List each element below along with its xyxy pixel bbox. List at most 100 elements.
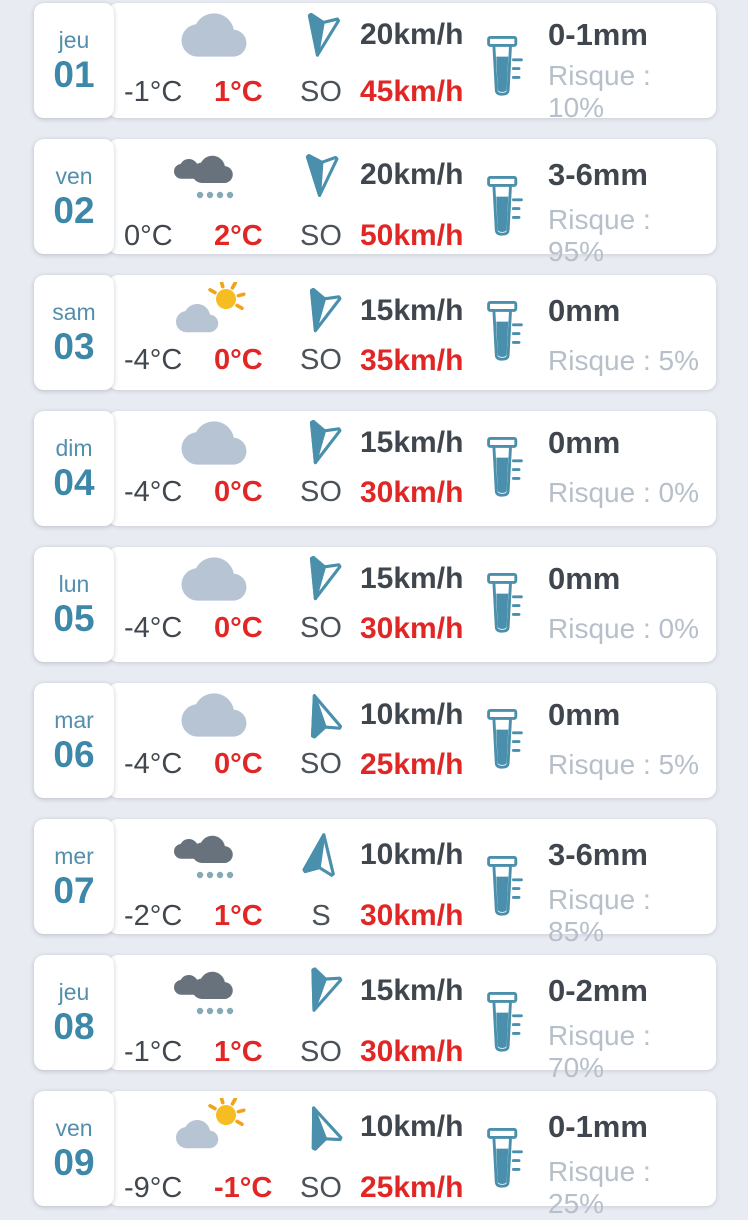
forecast-detail-card[interactable]: -9°C -1°C SO 10km/h 25km/h 0-1mm Risque …: [108, 1091, 716, 1219]
wind-gust-speed: 50km/h: [360, 219, 464, 252]
forecast-row-day-05[interactable]: lun 05 -4°C 0°C SO 15km/h 30km/h 0mm Ris…: [34, 547, 716, 662]
temperature-min: -1°C: [124, 1035, 183, 1068]
precipitation-amount: 0-2mm: [548, 973, 648, 1008]
day-abbreviation: mar: [54, 706, 94, 733]
wind-direction-label: SO: [300, 344, 342, 376]
temperature-min: -4°C: [124, 612, 183, 644]
rain-gauge-icon: [472, 175, 534, 239]
forecast-detail-card[interactable]: -4°C 0°C SO 10km/h 25km/h 0mm Risque : 5…: [108, 683, 716, 798]
day-card[interactable]: jeu 08: [34, 955, 114, 1070]
forecast-row-day-04[interactable]: dim 04 -4°C 0°C SO 15km/h 30km/h 0mm Ris…: [34, 411, 716, 526]
forecast-detail-card[interactable]: -4°C 0°C SO 15km/h 30km/h 0mm Risque : 0…: [108, 547, 716, 662]
wind-direction-label: SO: [300, 476, 342, 508]
temperatures: -4°C 0°C: [124, 344, 292, 377]
precipitation-risk: Risque : 5%: [548, 344, 699, 376]
wind-gust-speed: 25km/h: [360, 1171, 464, 1204]
temperature-min: -1°C: [124, 75, 183, 108]
wind-speed: 10km/h: [360, 1110, 464, 1143]
cloud-icon: [124, 556, 292, 602]
temperature-max: 1°C: [214, 899, 263, 932]
forecast-detail-card[interactable]: -4°C 0°C SO 15km/h 30km/h 0mm Risque : 0…: [108, 411, 716, 526]
rain-gauge-shape: [487, 991, 523, 1052]
wind-direction-label: SO: [300, 219, 342, 252]
temperatures: -4°C 0°C: [124, 612, 292, 645]
day-card[interactable]: mer 07: [34, 819, 114, 934]
rain-gauge-icon: [472, 855, 534, 919]
rain-icon: [124, 146, 292, 204]
wind-direction-arrow-icon: [292, 150, 350, 200]
precipitation-amount: 0mm: [548, 425, 621, 460]
day-abbreviation: sam: [52, 298, 96, 325]
temperatures: -1°C 1°C: [124, 1036, 292, 1069]
temperatures: -4°C 0°C: [124, 748, 292, 781]
forecast-detail-card[interactable]: -1°C 1°C SO 20km/h 45km/h 0-1mm Risque :…: [108, 3, 716, 123]
forecast-row-day-02[interactable]: ven 02 0°C 2°C SO 20km/h 50km/h 3-6mm: [34, 139, 716, 267]
forecast-detail-card[interactable]: 0°C 2°C SO 20km/h 50km/h 3-6mm Risque : …: [108, 139, 716, 267]
precipitation-amount: 0-1mm: [548, 17, 648, 52]
day-number: 03: [53, 325, 95, 367]
forecast-row-day-01[interactable]: jeu 01 -1°C 1°C SO 20km/h 45km/h 0-1mm R…: [34, 3, 716, 123]
day-card[interactable]: ven 02: [34, 139, 114, 254]
wind-speed: 10km/h: [360, 698, 464, 731]
forecast-row-day-06[interactable]: mar 06 -4°C 0°C SO 10km/h 25km/h 0mm Ris…: [34, 683, 716, 798]
rain-icon: [124, 962, 292, 1020]
rain-gauge-icon: [472, 991, 534, 1055]
precipitation-amount: 0mm: [548, 561, 621, 596]
rain-gauge-icon: [472, 436, 534, 500]
rain-gauge-icon: [472, 1127, 534, 1191]
rain-gauge-icon: [472, 708, 534, 772]
precipitation-risk: Risque : 0%: [548, 612, 699, 644]
day-number: 09: [53, 1141, 95, 1183]
wind-gust-speed: 30km/h: [360, 611, 464, 645]
day-number: 06: [53, 733, 95, 775]
rain-cloud-shape: [174, 155, 234, 199]
forecast-row-day-03[interactable]: sam 03 -4°C 0°C SO 15km/h 35km/h 0mm: [34, 275, 716, 390]
precipitation-amount: 3-6mm: [548, 157, 648, 192]
precipitation-risk: Risque : 70%: [548, 1020, 651, 1083]
day-card[interactable]: dim 04: [34, 411, 114, 526]
precipitation-risk: Risque : 0%: [548, 476, 699, 508]
day-card[interactable]: mar 06: [34, 683, 114, 798]
day-card[interactable]: sam 03: [34, 275, 114, 390]
day-number: 01: [53, 53, 95, 95]
day-card[interactable]: jeu 01: [34, 3, 114, 118]
day-number: 08: [53, 1005, 95, 1047]
precipitation-amount: 0mm: [548, 697, 621, 732]
rain-gauge-shape: [487, 35, 523, 96]
wind-speed: 15km/h: [360, 426, 464, 459]
rain-gauge-shape: [487, 855, 523, 916]
forecast-detail-card[interactable]: -4°C 0°C SO 15km/h 35km/h 0mm Risque : 5…: [108, 275, 716, 390]
day-card[interactable]: ven 09: [34, 1091, 114, 1206]
day-abbreviation: jeu: [58, 26, 90, 53]
rain-cloud-shape: [174, 835, 234, 879]
rain-gauge-shape: [487, 572, 523, 633]
wind-direction-arrow-icon: [292, 690, 350, 740]
day-card[interactable]: lun 05: [34, 547, 114, 662]
day-number: 04: [53, 461, 95, 503]
wind-speed: 15km/h: [360, 974, 464, 1007]
wind-speed: 15km/h: [360, 294, 464, 327]
partly-sunny-shape: [176, 282, 246, 333]
wind-speed: 20km/h: [360, 18, 464, 51]
wind-direction-arrow-icon: [292, 830, 350, 880]
partly-sunny-icon: [124, 282, 292, 340]
temperature-min: -4°C: [124, 748, 183, 780]
wind-gust-speed: 35km/h: [360, 343, 464, 377]
temperature-min: -4°C: [124, 344, 183, 376]
day-abbreviation: lun: [58, 570, 90, 597]
partly-sunny-shape: [176, 1098, 246, 1149]
forecast-detail-card[interactable]: -2°C 1°C S 10km/h 30km/h 3-6mm Risque : …: [108, 819, 716, 947]
day-abbreviation: ven: [55, 162, 93, 189]
day-number: 07: [53, 869, 95, 911]
precipitation-amount: 3-6mm: [548, 837, 648, 872]
cloud-shape: [181, 421, 247, 465]
forecast-row-day-09[interactable]: ven 09 -9°C -1°C SO 10km/h 25km/h 0-1m: [34, 1091, 716, 1219]
forecast-row-day-08[interactable]: jeu 08 -1°C 1°C SO 15km/h 30km/h 0-2mm: [34, 955, 716, 1083]
forecast-detail-card[interactable]: -1°C 1°C SO 15km/h 30km/h 0-2mm Risque :…: [108, 955, 716, 1083]
forecast-row-day-07[interactable]: mer 07 -2°C 1°C S 10km/h 30km/h 3-6mm: [34, 819, 716, 947]
precipitation-risk: Risque : 95%: [548, 204, 651, 267]
day-number: 02: [53, 189, 95, 231]
temperature-max: 0°C: [214, 612, 263, 644]
temperature-min: -2°C: [124, 899, 183, 932]
